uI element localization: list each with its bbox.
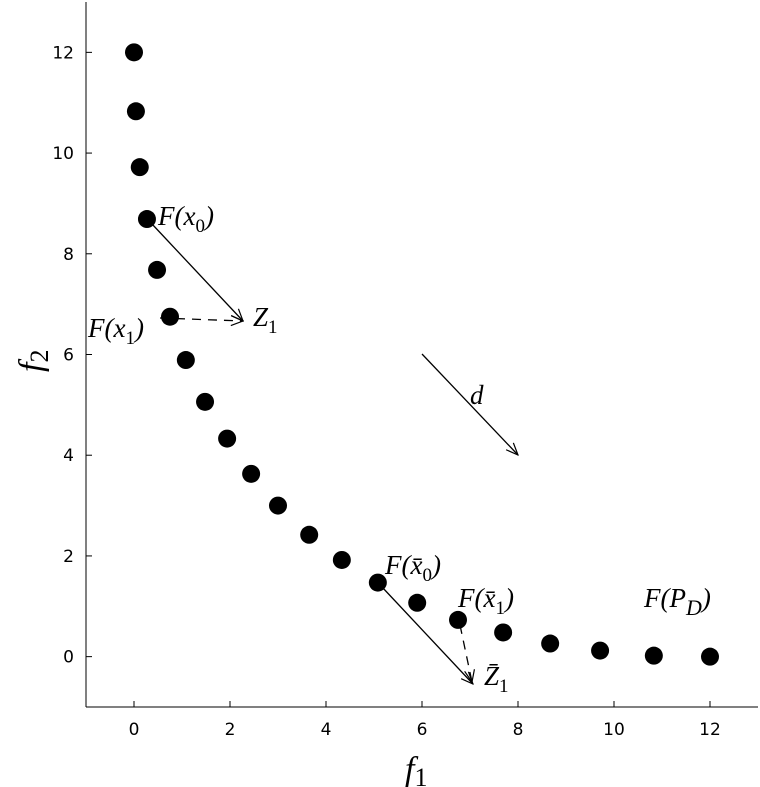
point <box>332 550 351 569</box>
text: F(x <box>157 201 195 231</box>
annotation: F(x̄1) <box>457 583 514 619</box>
point <box>269 496 287 515</box>
point <box>148 260 167 279</box>
point <box>408 593 427 612</box>
point <box>125 43 143 62</box>
y-tick-label: 0 <box>63 648 74 668</box>
x-tick-label: 0 <box>129 720 140 740</box>
sub: D <box>685 595 702 620</box>
arrow <box>151 223 243 321</box>
annotation: F(x0) <box>157 201 214 237</box>
sub: 1 <box>414 763 427 787</box>
point <box>130 158 149 177</box>
sub: 0 <box>422 565 432 586</box>
y-tick-label: 10 <box>52 144 74 164</box>
dashed-arrow <box>159 318 243 321</box>
arrow <box>421 353 518 455</box>
x-tick-label: 4 <box>321 720 332 740</box>
sub: 1 <box>125 328 135 349</box>
text: ) <box>203 201 214 231</box>
arrows <box>151 223 518 684</box>
point <box>541 634 560 653</box>
annotation: Z̄1 <box>484 661 509 697</box>
y-axis-label: f2 <box>13 350 54 372</box>
annotation: F(PD) <box>643 583 711 620</box>
sub: 1 <box>495 598 505 619</box>
point <box>126 102 145 121</box>
y-tick-label: 8 <box>63 245 74 265</box>
point <box>300 525 319 544</box>
y-tick-label: 6 <box>63 346 74 366</box>
text: ) <box>133 313 144 343</box>
point <box>218 429 237 448</box>
text: F(x <box>87 313 125 343</box>
arrow <box>381 586 473 684</box>
y-tick-label: 4 <box>63 446 74 466</box>
text: Z <box>253 302 269 332</box>
point <box>176 351 195 370</box>
text: ) <box>503 583 514 613</box>
sub: 0 <box>195 216 205 237</box>
x-tick-label: 10 <box>603 720 625 740</box>
point <box>161 307 179 326</box>
point <box>494 623 513 642</box>
x-tick-label: 8 <box>513 720 524 740</box>
y-tick-label: 12 <box>52 43 74 63</box>
sub: 2 <box>25 350 54 363</box>
text: F(P <box>643 583 686 613</box>
annotation: d <box>470 380 484 410</box>
x-tick-label: 2 <box>225 720 236 740</box>
sub: 1 <box>499 676 509 697</box>
dashed-arrow <box>459 624 472 682</box>
point <box>701 647 719 666</box>
text: Z̄ <box>484 661 500 691</box>
point <box>591 641 610 660</box>
point <box>242 464 261 483</box>
y-tick-label: 2 <box>63 547 74 567</box>
x-tick-label: 6 <box>417 720 428 740</box>
text: ) <box>430 550 441 580</box>
annotation: F(x̄0) <box>384 550 441 586</box>
x-tick-label: 12 <box>699 720 721 740</box>
text: F(x̄ <box>457 583 495 613</box>
annotation: Z1 <box>253 302 278 338</box>
x-axis-label: f1 <box>405 751 427 787</box>
annotation: F(x1) <box>87 313 144 349</box>
text: ) <box>700 583 711 613</box>
point <box>644 646 663 665</box>
text: F(x̄ <box>384 550 422 580</box>
point <box>137 210 156 229</box>
point <box>449 610 467 629</box>
sub: 1 <box>268 317 278 338</box>
point <box>196 392 215 411</box>
